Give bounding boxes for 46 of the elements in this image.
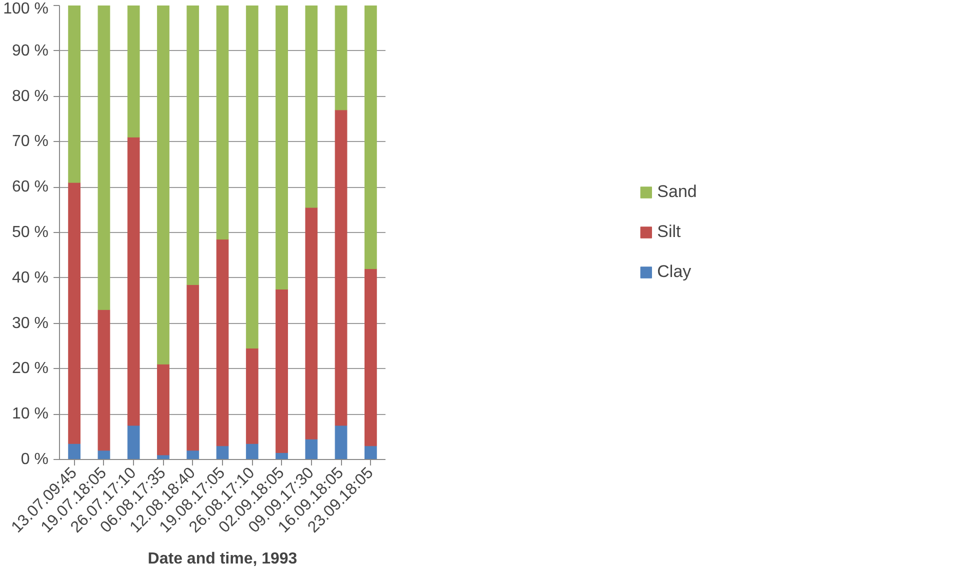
- bar: [246, 443, 258, 460]
- y-tick-label: 70 %: [12, 133, 48, 150]
- bar: [276, 289, 288, 453]
- bar: [127, 6, 140, 138]
- bar: [305, 6, 318, 208]
- y-tick-label: 20 %: [12, 360, 48, 378]
- bar: [334, 6, 348, 110]
- bar: [216, 6, 229, 240]
- bar: [276, 6, 288, 290]
- bar: [127, 136, 140, 426]
- legend-label: Clay: [657, 262, 692, 282]
- y-tick-label: 30 %: [12, 314, 48, 332]
- bar: [157, 364, 170, 456]
- legend-label: Silt: [657, 222, 681, 242]
- bar: [305, 438, 318, 460]
- bar: [98, 450, 110, 460]
- y-tick-label: 0 %: [20, 451, 49, 468]
- bar: [246, 6, 258, 349]
- bar: [127, 425, 140, 460]
- bar: [68, 6, 80, 183]
- bar: [364, 446, 377, 460]
- y-tick-label: 80 %: [12, 88, 48, 105]
- y-tick-label: 10 %: [12, 406, 48, 423]
- bar: [334, 425, 348, 460]
- bar: [186, 284, 200, 451]
- bar: [334, 110, 348, 426]
- bar: [68, 182, 80, 444]
- y-tick-label: 40 %: [12, 269, 48, 286]
- bar: [157, 6, 170, 364]
- y-tick-label: 100 %: [3, 0, 49, 18]
- x-axis-title: Date and time, 1993: [148, 550, 298, 568]
- bar: [305, 207, 318, 440]
- bar: [216, 446, 229, 460]
- bar: [98, 6, 110, 310]
- bar: [246, 348, 258, 444]
- legend-label: Sand: [657, 182, 697, 202]
- bar: [364, 6, 377, 270]
- y-tick-label: 90 %: [12, 42, 48, 60]
- bar: [186, 450, 200, 460]
- bar: [98, 309, 110, 451]
- bar: [364, 268, 377, 446]
- bar: [186, 6, 200, 285]
- y-tick-label: 50 %: [12, 224, 48, 241]
- bar: [216, 239, 229, 446]
- y-tick-label: 60 %: [12, 178, 48, 196]
- bar: [68, 443, 80, 460]
